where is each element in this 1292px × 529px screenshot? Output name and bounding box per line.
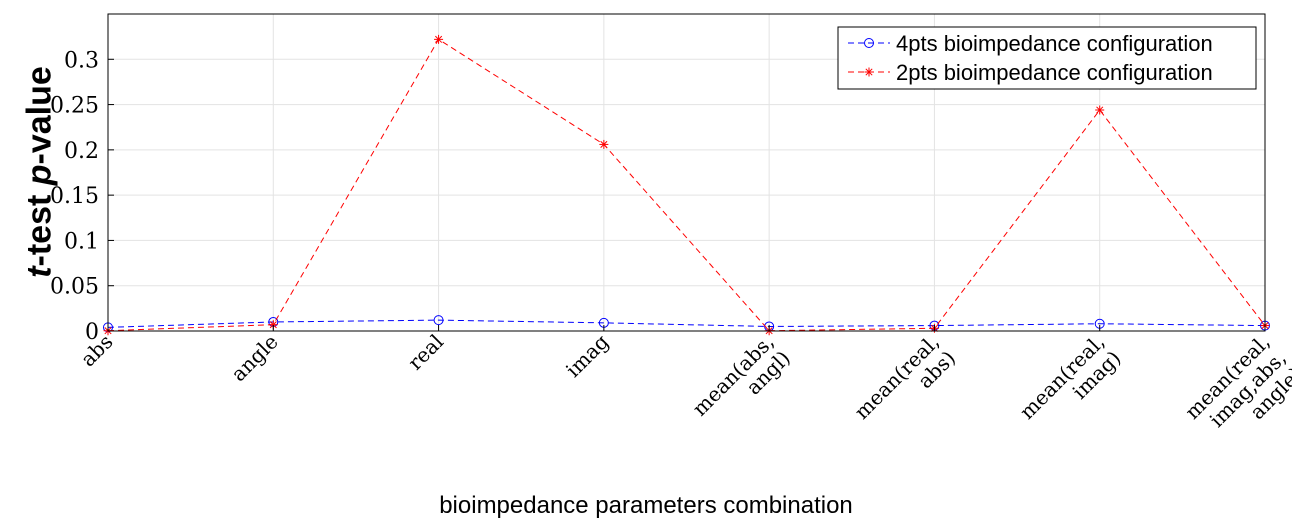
legend-marker xyxy=(864,38,874,48)
x-tick-label-text: mean(real,imag) xyxy=(1015,330,1126,441)
marker-stroke xyxy=(1096,106,1104,114)
legend-marker xyxy=(864,67,874,77)
marker-stroke xyxy=(600,140,608,148)
x-tick-label-text: abs xyxy=(76,330,118,372)
x-tick-label: abs xyxy=(76,330,118,372)
x-tick-label-text: mean(real,abs) xyxy=(850,330,961,441)
x-axis-label: bioimpedance parameters combination xyxy=(439,492,853,519)
x-tick-label-text: angle xyxy=(226,330,282,386)
x-tick-label: imag xyxy=(561,329,614,382)
x-axis: abs angle real imag mean(abs,angl) mean(real,… xyxy=(76,325,1292,457)
x-tick-label-line: abs xyxy=(76,330,118,372)
y-tick-label: 0.05 xyxy=(50,275,99,300)
y-tick-label: 0 xyxy=(85,320,99,345)
marker-stroke xyxy=(269,321,277,329)
series-line xyxy=(107,319,1266,328)
x-tick-label: angle xyxy=(226,330,282,386)
legend-box xyxy=(837,26,1257,90)
y-tick-label: 0.2 xyxy=(64,139,99,164)
x-tick-label-text: mean(abs,angl) xyxy=(688,330,795,437)
x-tick-label-line: imag xyxy=(561,329,614,382)
y-axis: 0 0.05 0.1 0.15 0.2 0.25 0.3 xyxy=(50,48,114,345)
data-point xyxy=(599,139,609,149)
marker-stroke xyxy=(865,68,873,76)
legend-label: 2pts bioimpedance configuration xyxy=(896,60,1213,85)
x-tick-label: mean(real,abs) xyxy=(850,330,961,441)
x-tick-label: real xyxy=(403,330,448,375)
plot-frame xyxy=(107,13,1266,332)
x-tick-label-line: real xyxy=(403,330,448,375)
x-tick-label-line: angle xyxy=(226,330,282,386)
x-tick-label-text: mean(real,imag,abs,angle) xyxy=(1180,330,1292,457)
x-tick-label: mean(abs,angl) xyxy=(688,330,795,437)
data-point xyxy=(433,315,444,326)
series-4pts xyxy=(103,315,1270,333)
y-tick-label: 0.15 xyxy=(50,184,99,209)
legend-entry: 4pts bioimpedance configuration xyxy=(848,31,1213,56)
marker-stroke xyxy=(435,35,443,43)
legend-entry: 2pts bioimpedance configuration xyxy=(848,60,1213,85)
legend-label: 4pts bioimpedance configuration xyxy=(896,31,1213,56)
y-tick-label: 0.25 xyxy=(50,94,99,119)
y-tick-label: 0.1 xyxy=(64,229,99,254)
x-tick-label-text: real xyxy=(403,330,448,375)
series-line xyxy=(107,38,1266,332)
data-point xyxy=(1095,105,1105,115)
x-tick-label-text: imag xyxy=(561,329,614,382)
x-tick-label: mean(real,imag,abs,angle) xyxy=(1180,330,1292,457)
legend: 4pts bioimpedance configuration 2pts bioi… xyxy=(837,26,1257,90)
x-tick-label: mean(real,imag) xyxy=(1015,330,1126,441)
data-point xyxy=(434,34,444,44)
y-tick-label: 0.3 xyxy=(64,48,99,73)
